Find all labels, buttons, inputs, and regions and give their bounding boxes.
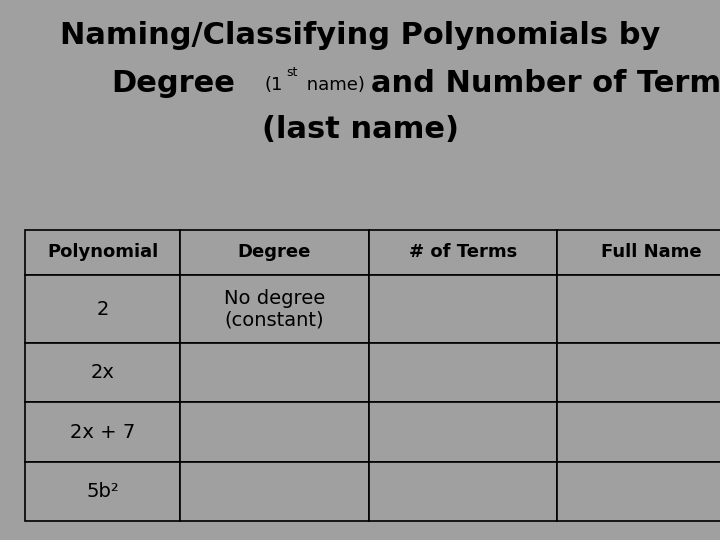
Bar bbox=[180, 343, 369, 402]
Bar bbox=[369, 275, 557, 343]
Text: 2x + 7: 2x + 7 bbox=[70, 422, 135, 442]
Bar bbox=[369, 462, 557, 521]
Text: name): name) bbox=[301, 76, 365, 94]
Bar bbox=[557, 343, 720, 402]
Bar bbox=[180, 275, 369, 343]
Bar bbox=[369, 343, 557, 402]
Text: Polynomial: Polynomial bbox=[47, 244, 158, 261]
Bar bbox=[557, 230, 720, 275]
Bar bbox=[25, 343, 180, 402]
Bar bbox=[180, 402, 369, 462]
Text: and Number of Terms: and Number of Terms bbox=[371, 69, 720, 98]
Text: Full Name: Full Name bbox=[601, 244, 701, 261]
Bar bbox=[180, 230, 369, 275]
Text: Naming/Classifying Polynomials by: Naming/Classifying Polynomials by bbox=[60, 21, 660, 50]
Bar bbox=[557, 462, 720, 521]
Text: 5b²: 5b² bbox=[86, 482, 119, 501]
Bar bbox=[25, 462, 180, 521]
Text: # of Terms: # of Terms bbox=[409, 244, 517, 261]
Bar bbox=[25, 402, 180, 462]
Text: Degree: Degree bbox=[238, 244, 311, 261]
Bar bbox=[180, 462, 369, 521]
Text: (last name): (last name) bbox=[261, 115, 459, 144]
Text: 2: 2 bbox=[96, 300, 109, 319]
Text: (1: (1 bbox=[265, 76, 284, 94]
Text: 2x: 2x bbox=[91, 363, 114, 382]
Text: st: st bbox=[287, 66, 298, 79]
Bar bbox=[25, 230, 180, 275]
Bar bbox=[369, 230, 557, 275]
Text: Degree: Degree bbox=[112, 69, 235, 98]
Text: No degree
(constant): No degree (constant) bbox=[224, 289, 325, 329]
Bar bbox=[25, 275, 180, 343]
Bar bbox=[369, 402, 557, 462]
Bar bbox=[557, 402, 720, 462]
Bar bbox=[557, 275, 720, 343]
